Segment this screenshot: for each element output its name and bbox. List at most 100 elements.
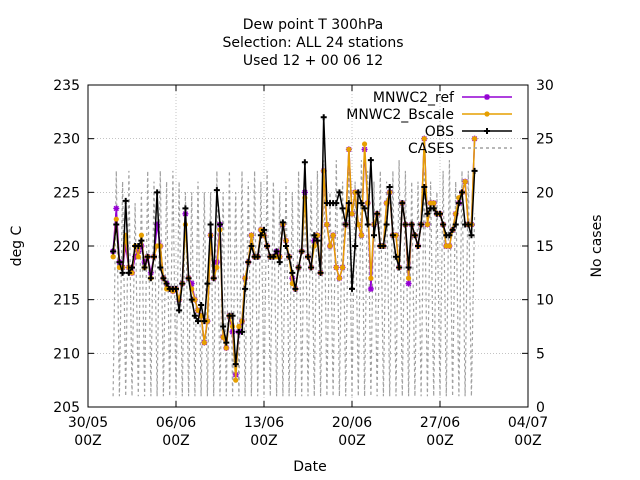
data-point-obs bbox=[283, 243, 289, 249]
data-point-mnwc2-ref bbox=[301, 189, 308, 196]
data-point-obs bbox=[254, 253, 261, 260]
data-point-mnwc2-bscale bbox=[421, 136, 427, 142]
data-point-obs bbox=[468, 232, 475, 239]
data-point-obs bbox=[129, 264, 135, 271]
data-point-obs bbox=[418, 221, 425, 228]
x-tick-label: 00Z bbox=[162, 433, 189, 449]
data-point-obs bbox=[144, 253, 151, 260]
data-point-mnwc2-ref bbox=[135, 248, 142, 255]
legend-label-mnwc2-bscale: MNWC2_Bscale bbox=[346, 107, 454, 123]
data-point-obs bbox=[446, 232, 453, 239]
y2-axis-label: No cases bbox=[589, 215, 605, 278]
data-point-obs bbox=[138, 237, 145, 244]
data-point-mnwc2-bscale bbox=[135, 254, 141, 260]
data-point-obs bbox=[342, 221, 349, 228]
x-tick-label: 06/06 bbox=[156, 415, 196, 431]
data-point-obs bbox=[317, 269, 324, 276]
data-point-mnwc2-ref bbox=[367, 285, 374, 292]
data-point-obs bbox=[380, 243, 387, 249]
data-point-obs bbox=[396, 264, 403, 271]
series-obs bbox=[110, 114, 478, 368]
y2-tick-label: 25 bbox=[536, 132, 554, 148]
data-point-mnwc2-bscale bbox=[138, 232, 145, 238]
data-point-mnwc2-bscale bbox=[431, 200, 437, 206]
data-point-obs bbox=[320, 114, 327, 121]
x-axis-label: Date bbox=[293, 459, 326, 475]
data-point-obs bbox=[279, 219, 286, 226]
data-point-mnwc2-bscale bbox=[405, 275, 412, 281]
data-point-mnwc2-bscale bbox=[314, 232, 321, 238]
chart-title-line-2: Selection: ALL 24 stations bbox=[222, 35, 403, 51]
data-point-obs bbox=[151, 253, 157, 260]
data-point-obs bbox=[110, 248, 117, 255]
data-point-mnwc2-bscale bbox=[248, 232, 255, 238]
data-point-obs bbox=[157, 264, 164, 271]
data-point-obs bbox=[239, 328, 245, 335]
data-point-obs bbox=[176, 307, 183, 314]
data-point-mnwc2-bscale bbox=[339, 264, 346, 271]
y-tick-label: 215 bbox=[53, 293, 80, 309]
data-point-obs bbox=[411, 232, 418, 239]
data-point-obs bbox=[383, 221, 390, 228]
data-point-obs bbox=[352, 243, 359, 249]
y2-tick-label: 5 bbox=[536, 346, 545, 362]
x-tick-label: 20/06 bbox=[332, 415, 372, 431]
data-point-obs bbox=[374, 210, 381, 217]
data-point-obs bbox=[311, 232, 318, 239]
data-point-obs bbox=[188, 296, 195, 303]
tick-layer: 205 210 215 220 225 230 235 0 5 10 15 20 25 30 30/05 00… bbox=[53, 78, 554, 449]
data-point-mnwc2-bscale bbox=[129, 270, 135, 276]
data-point-mnwc2-bscale bbox=[204, 318, 211, 324]
data-point-obs bbox=[232, 361, 239, 368]
data-point-mnwc2-bscale bbox=[223, 345, 229, 351]
data-point-obs bbox=[424, 210, 431, 217]
y-tick-label: 230 bbox=[53, 132, 80, 148]
data-point-mnwc2-ref bbox=[405, 280, 412, 287]
data-point-obs bbox=[361, 205, 368, 212]
x-tick-label: 04/07 bbox=[508, 415, 548, 431]
data-point-obs bbox=[455, 200, 462, 207]
data-point-obs bbox=[195, 318, 201, 325]
data-point-mnwc2-ref bbox=[154, 221, 161, 228]
y2-tick-label: 20 bbox=[536, 185, 554, 201]
data-point-obs bbox=[339, 205, 346, 212]
data-point-mnwc2-bscale bbox=[424, 221, 431, 228]
data-point-obs bbox=[248, 243, 255, 249]
x-tick-label: 00Z bbox=[338, 433, 365, 449]
data-point-obs bbox=[213, 187, 220, 194]
data-point-obs bbox=[207, 221, 214, 228]
data-point-obs bbox=[295, 264, 302, 271]
data-point-obs bbox=[364, 221, 371, 228]
data-point-obs bbox=[371, 232, 377, 239]
data-point-obs bbox=[298, 248, 305, 255]
y-tick-label: 225 bbox=[53, 185, 80, 201]
data-point-mnwc2-bscale bbox=[157, 243, 163, 249]
data-point-mnwc2-bscale bbox=[393, 232, 399, 238]
data-point-obs bbox=[220, 323, 227, 330]
data-point-obs bbox=[154, 189, 161, 196]
data-point-mnwc2-bscale bbox=[333, 264, 339, 271]
data-point-obs bbox=[191, 312, 198, 319]
data-point-obs bbox=[257, 232, 264, 239]
data-point-obs bbox=[301, 159, 308, 166]
data-point-mnwc2-bscale bbox=[214, 264, 220, 271]
legend-marker-mnwc2-ref bbox=[484, 94, 490, 100]
data-point-obs bbox=[201, 318, 208, 325]
data-point-obs bbox=[449, 226, 456, 233]
data-point-obs bbox=[204, 280, 211, 287]
data-point-mnwc2-bscale bbox=[368, 275, 374, 281]
data-point-mnwc2-ref bbox=[113, 205, 120, 212]
data-point-mnwc2-bscale bbox=[258, 227, 264, 233]
y-tick-label: 220 bbox=[53, 239, 80, 255]
data-point-obs bbox=[163, 280, 170, 287]
x-tick-label: 13/06 bbox=[244, 415, 284, 431]
data-point-mnwc2-bscale bbox=[233, 377, 239, 383]
data-point-mnwc2-bscale bbox=[236, 323, 242, 330]
data-point-obs bbox=[308, 264, 315, 271]
data-point-obs bbox=[113, 221, 120, 228]
data-point-mnwc2-bscale bbox=[324, 221, 330, 228]
data-point-obs bbox=[182, 205, 189, 212]
data-point-mnwc2-ref bbox=[132, 253, 139, 260]
data-point-obs bbox=[399, 200, 406, 207]
